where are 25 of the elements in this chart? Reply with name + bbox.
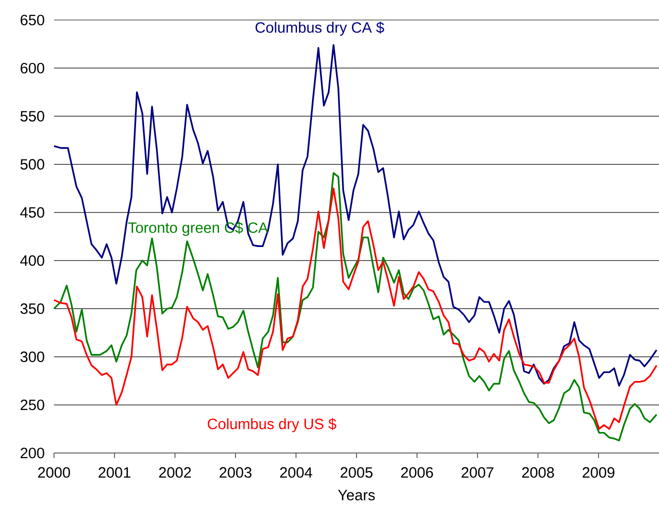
x-tick-label: 2001 bbox=[98, 467, 130, 478]
y-tick-label: 400 bbox=[20, 255, 44, 266]
series-label: Toronto green C$ CA bbox=[128, 222, 268, 236]
y-tick-label: 550 bbox=[20, 110, 44, 122]
series-label: Columbus dry CA $ bbox=[256, 22, 384, 36]
y-tick-label: 250 bbox=[20, 400, 44, 410]
y-tick-label: 500 bbox=[20, 159, 44, 170]
y-tick-label: 200 bbox=[20, 448, 44, 458]
x-tick-label: 2007 bbox=[462, 467, 494, 478]
x-tick-label: 2006 bbox=[401, 467, 433, 478]
x-tick-label: 2002 bbox=[159, 467, 191, 478]
line-series bbox=[53, 44, 658, 386]
x-axis-title: Years bbox=[338, 490, 375, 500]
text: Columbus dry US $ bbox=[208, 418, 336, 432]
x-tick-label: 2009 bbox=[582, 467, 614, 478]
y-tick-label: 650 bbox=[20, 14, 44, 26]
x-tick-label: 2003 bbox=[220, 467, 252, 478]
x-tick-label: 2004 bbox=[280, 467, 312, 478]
x-tick-label: 2005 bbox=[340, 467, 372, 478]
y-tick-label: 350 bbox=[20, 303, 44, 314]
y-tick-label: 600 bbox=[20, 62, 44, 74]
y-tick-label: 300 bbox=[20, 351, 44, 362]
x-tick-label: 2000 bbox=[38, 467, 70, 478]
x-tick-label: 2008 bbox=[522, 467, 554, 478]
y-tick-label: 450 bbox=[20, 207, 44, 218]
